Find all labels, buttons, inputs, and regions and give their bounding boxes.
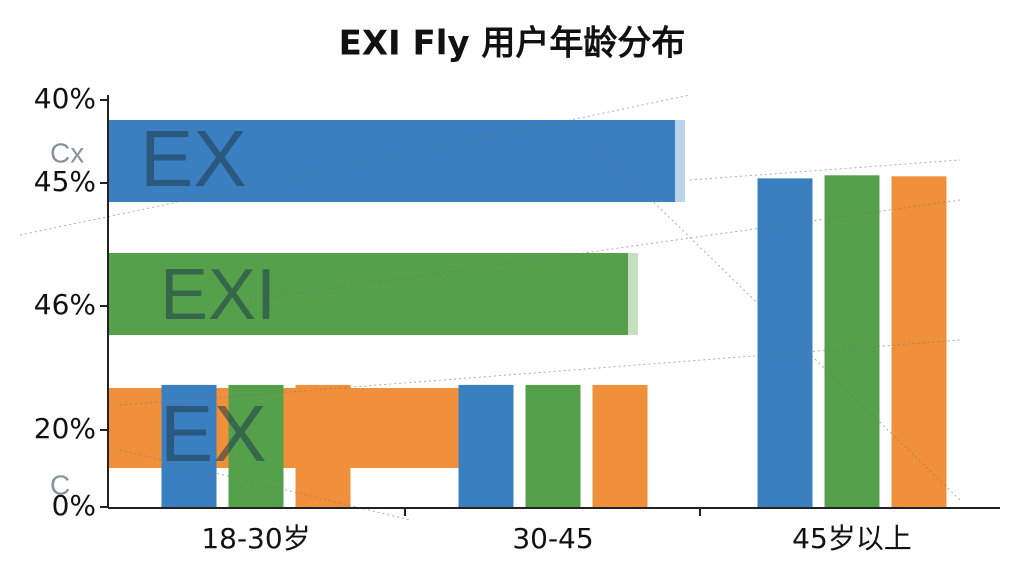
x-tick-label: 45岁以上	[792, 522, 912, 555]
bar	[295, 384, 351, 507]
bar	[824, 175, 880, 508]
watermark: EX	[140, 114, 247, 203]
bar	[525, 384, 581, 507]
bar	[891, 176, 947, 507]
dotted-line	[119, 339, 961, 406]
y-axis-label: 46%	[34, 288, 96, 321]
overlay-bar	[108, 120, 675, 202]
y-tick-label: 0%	[52, 489, 96, 522]
x-tick-label: 18-30岁	[201, 522, 310, 555]
y-axis-label: 20%	[34, 412, 96, 445]
watermark: Cx	[50, 137, 84, 168]
watermark: EXI	[160, 255, 276, 335]
bar	[458, 384, 514, 507]
dotted-lines	[19, 94, 961, 521]
y-tick-label: 40%	[34, 82, 96, 115]
bar	[161, 384, 217, 507]
overlay-bar	[108, 253, 628, 335]
dotted-line	[599, 149, 961, 501]
bars	[161, 175, 947, 508]
y-axis-label: 45%	[34, 165, 96, 198]
bar	[228, 384, 284, 507]
x-tick-label: 30-45	[512, 522, 593, 555]
bar	[592, 384, 648, 507]
watermark: C	[50, 469, 70, 500]
chart-title: EXI Fly 用户年龄分布	[339, 24, 686, 64]
dotted-line	[19, 94, 691, 236]
watermark: EX	[160, 389, 267, 478]
bar	[757, 178, 813, 507]
dotted-line	[689, 159, 961, 181]
